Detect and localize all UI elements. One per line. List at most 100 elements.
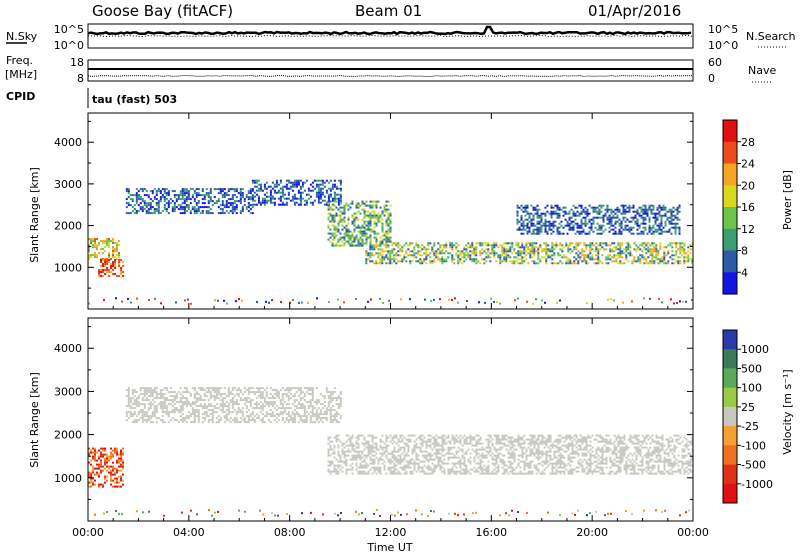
echo-cell [614,220,617,223]
echo-cell [395,460,398,463]
echo-cell [421,466,424,469]
echo-cell [287,387,290,390]
echo-cell [122,463,124,466]
echo-cell [285,179,288,182]
echo-cell [337,203,340,206]
echo-cell [311,185,314,188]
echo-cell [566,222,569,225]
echo-cell [507,250,510,253]
echo-cell [565,244,568,247]
echo-cell [383,446,386,449]
echo-cell [247,206,250,209]
echo-cell [375,448,378,451]
echo-cell [120,485,122,488]
echo-cell [437,458,440,461]
echo-cell [367,236,370,239]
echo-cell [383,238,386,241]
echo-cell [399,260,402,263]
echo-cell [529,250,532,253]
echo-cell [417,464,420,467]
echo-cell [349,436,352,439]
echo-cell [437,462,440,465]
echo-cell [591,248,594,251]
echo-cell [556,204,559,207]
echo-cell [565,242,568,245]
echo-cell [409,260,412,263]
echo-cell [127,192,130,195]
echo-cell [658,228,661,231]
echo-cell [533,254,536,257]
echo-cell [112,238,114,241]
echo-cell [433,458,436,461]
echo-cell [351,236,354,239]
echo-cell [155,192,158,195]
echo-cell [540,226,543,229]
echo-cell [233,417,236,420]
echo-cell [455,248,458,251]
noise-search-trace [88,34,693,38]
echo-cell [525,254,528,257]
echo-cell [106,453,108,456]
echo-cell [271,413,274,416]
echo-cell [153,389,156,392]
echo-cell [673,254,676,257]
echo-cell [237,393,240,396]
echo-cell [369,204,372,207]
echo-cell [377,232,380,235]
echo-cell [173,395,176,398]
echo-cell [104,477,106,480]
echo-cell [193,208,196,211]
echo-cell [522,222,525,225]
echo-cell [538,230,541,233]
echo-cell [251,411,254,414]
echo-cell [148,299,150,301]
echo-cell [643,248,646,251]
echo-cell [654,222,657,225]
echo-cell [315,179,318,182]
echo-cell [611,256,614,259]
echo-cell [341,244,344,247]
echo-cell [431,250,434,253]
echo-cell [116,275,119,277]
echo-cell [497,438,500,441]
echo-cell [193,387,196,390]
echo-cell [543,250,546,253]
echo-cell [653,256,656,259]
echo-cell [522,206,525,209]
echo-cell [588,232,591,235]
echo-cell [96,463,98,466]
echo-cell [503,462,506,465]
echo-cell [651,244,654,247]
echo-cell [381,224,384,227]
echo-cell [465,442,468,445]
echo-cell [309,399,312,402]
echo-cell [219,208,222,211]
echo-cell [449,246,452,249]
echo-cell [365,456,368,459]
echo-cell [664,222,667,225]
echo-cell [649,254,652,257]
echo-cell [289,301,291,304]
echo-cell [421,468,424,471]
echo-cell [435,252,438,255]
echo-cell [339,405,342,408]
echo-cell [241,206,244,209]
echo-cell [676,222,679,225]
echo-cell [365,260,368,263]
echo-cell [337,450,340,453]
echo-cell [397,440,400,443]
echo-cell [439,466,442,469]
echo-cell [373,468,376,471]
echo-cell [648,228,651,231]
echo-cell [473,470,476,473]
echo-cell [301,197,304,200]
echo-cell [169,411,172,414]
echo-cell [497,454,500,457]
echo-cell [559,254,562,257]
echo-cell [120,459,122,462]
echo-cell [231,389,234,392]
echo-cell [201,188,204,191]
echo-cell [423,460,426,463]
echo-cell [163,421,166,424]
echo-cell [553,252,556,255]
